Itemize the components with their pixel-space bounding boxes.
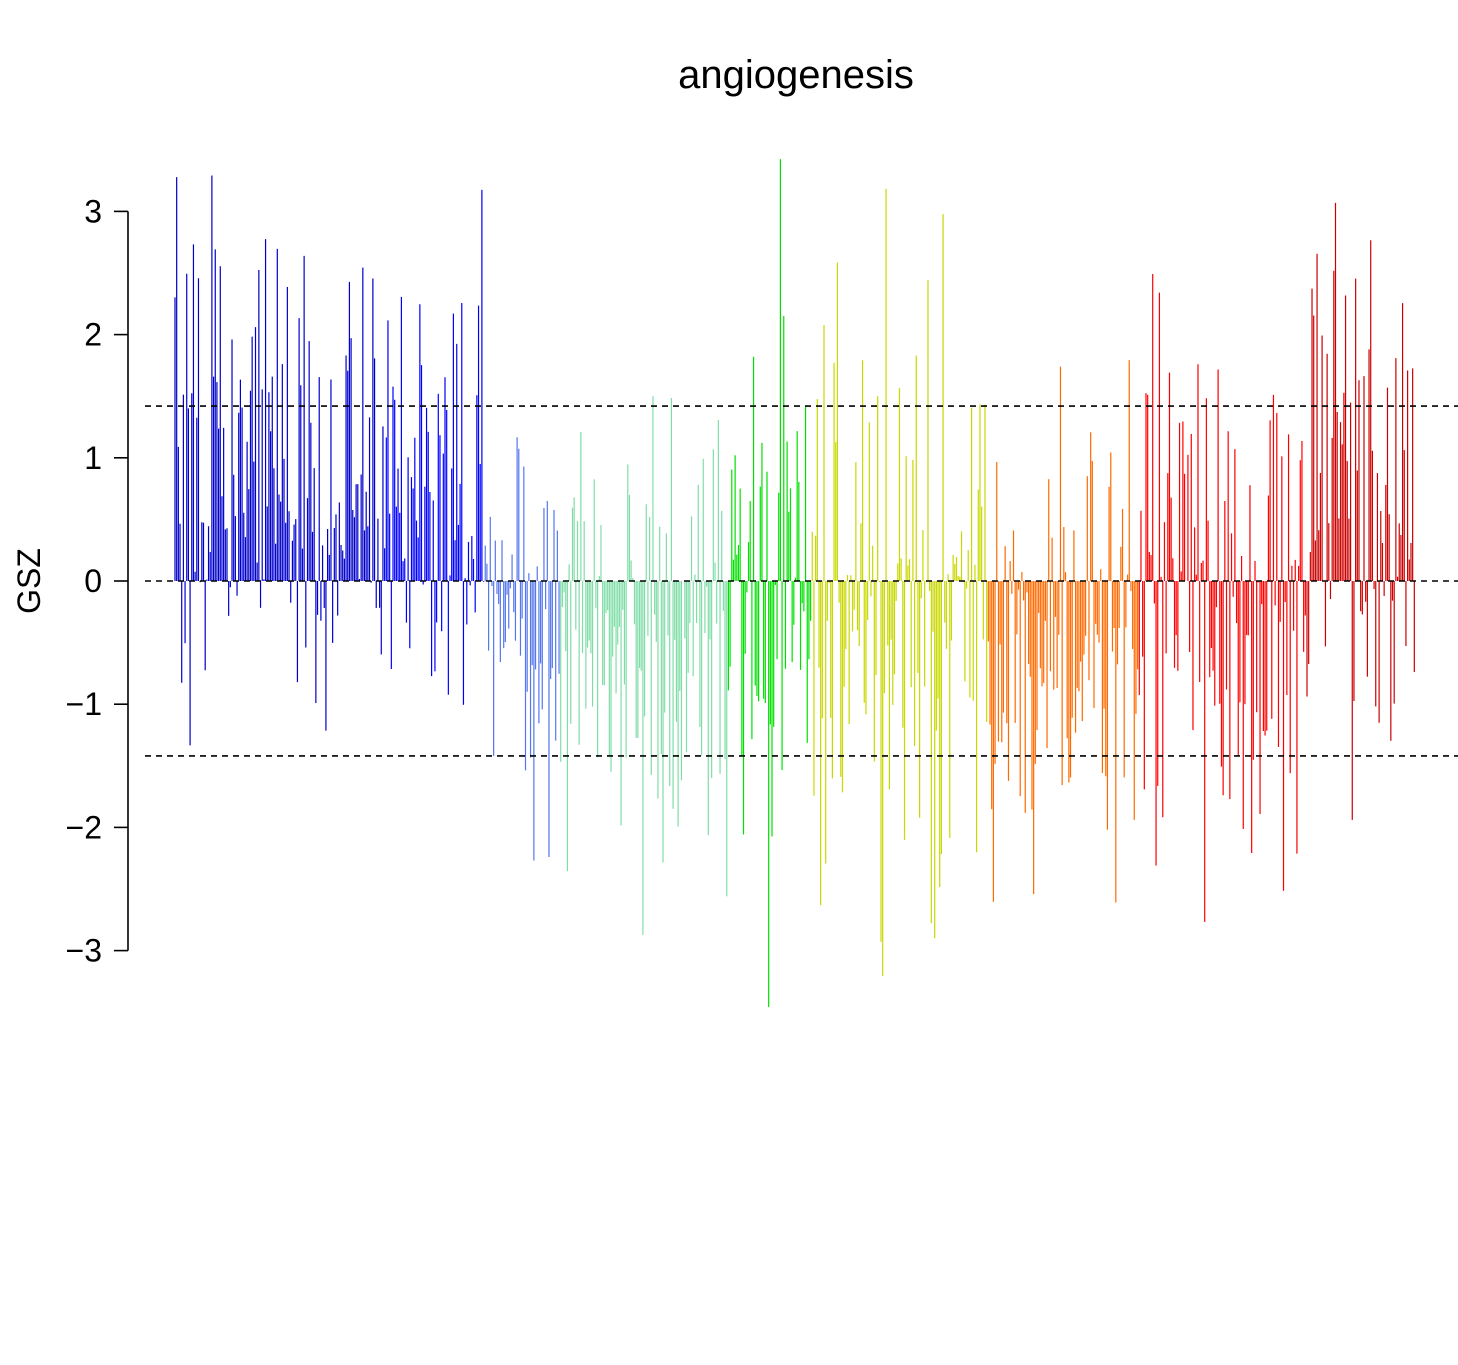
bar-series-group bbox=[174, 159, 1415, 1008]
y-axis: −3 −2 −1 0 1 2 3 bbox=[66, 193, 129, 969]
y-tick-label: 1 bbox=[84, 440, 102, 476]
chart-title: angiogenesis bbox=[678, 53, 914, 97]
y-tick-label: 3 bbox=[84, 193, 102, 229]
y-tick-label: −2 bbox=[66, 809, 102, 845]
reference-lines bbox=[145, 405, 1458, 757]
y-axis-title: GSZ bbox=[11, 548, 47, 614]
y-tick-label: −3 bbox=[66, 933, 102, 969]
y-tick-label: 2 bbox=[84, 317, 102, 353]
y-tick-label: 0 bbox=[84, 563, 102, 599]
y-tick-label: −1 bbox=[66, 686, 102, 722]
